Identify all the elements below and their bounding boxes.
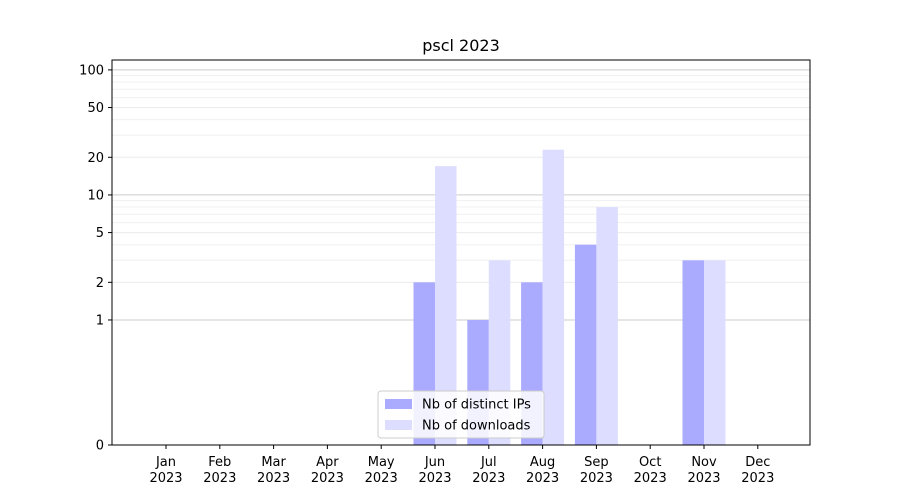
x-tick-label-year: 2023 bbox=[634, 471, 667, 486]
bars-layer bbox=[413, 149, 726, 446]
legend-swatch bbox=[385, 420, 412, 430]
x-tick-label-month: Aug bbox=[530, 455, 555, 470]
x-tick-label-month: Feb bbox=[208, 455, 231, 470]
x-tick-label-year: 2023 bbox=[472, 471, 505, 486]
x-tick-label-month: Apr bbox=[316, 455, 339, 470]
plot-frame bbox=[111, 59, 811, 446]
x-tick-label-year: 2023 bbox=[418, 471, 451, 486]
x-tick-label-month: Jun bbox=[424, 455, 445, 470]
bar-downloads-aug bbox=[542, 149, 565, 446]
legend-box bbox=[377, 390, 545, 439]
y-tick-label: 5 bbox=[96, 226, 104, 241]
y-tick-label: 20 bbox=[87, 151, 104, 166]
bar-distinct-ips-sep bbox=[574, 244, 597, 445]
x-tick-label-month: Oct bbox=[639, 455, 661, 470]
x-axis: Jan2023Feb2023Mar2023Apr2023May2023Jun20… bbox=[149, 445, 774, 486]
x-tick-label-year: 2023 bbox=[365, 471, 398, 486]
x-tick-label-month: Mar bbox=[261, 455, 286, 470]
bar-distinct-ips-nov bbox=[682, 260, 704, 445]
bar-downloads-jun bbox=[435, 166, 457, 445]
y-tick-label: 50 bbox=[87, 101, 104, 116]
x-tick-label-year: 2023 bbox=[687, 471, 720, 486]
x-tick-label-year: 2023 bbox=[580, 471, 613, 486]
y-tick-label: 1 bbox=[96, 313, 104, 328]
x-tick-label-month: Jan bbox=[155, 455, 176, 470]
x-tick-label-month: Nov bbox=[691, 455, 717, 470]
y-tick-label: 2 bbox=[96, 276, 104, 291]
legend-label: Nb of downloads bbox=[422, 419, 531, 434]
bar-downloads-sep bbox=[596, 207, 618, 445]
y-tick-label: 0 bbox=[96, 439, 104, 454]
x-tick-label-month: May bbox=[368, 455, 395, 470]
x-tick-label-year: 2023 bbox=[311, 471, 344, 486]
legend: Nb of distinct IPs Nb of downloads bbox=[377, 390, 545, 439]
chart-title: pscl 2023 bbox=[422, 36, 500, 55]
x-tick-label-year: 2023 bbox=[741, 471, 774, 486]
y-axis: 0 1 2 5 10 20 50 100 bbox=[79, 63, 112, 454]
legend-swatch bbox=[385, 399, 412, 409]
bar-downloads-nov bbox=[704, 260, 726, 445]
x-tick-label-year: 2023 bbox=[203, 471, 236, 486]
x-tick-label-year: 2023 bbox=[149, 471, 182, 486]
x-tick-label-year: 2023 bbox=[526, 471, 559, 486]
x-tick-label-month: Jul bbox=[480, 455, 497, 470]
x-tick-label-month: Sep bbox=[584, 455, 609, 470]
legend-label: Nb of distinct IPs bbox=[422, 398, 531, 413]
x-tick-label-year: 2023 bbox=[257, 471, 290, 486]
x-tick-label-month: Dec bbox=[745, 455, 770, 470]
y-tick-label: 10 bbox=[87, 188, 104, 203]
y-tick-label: 100 bbox=[79, 63, 104, 78]
